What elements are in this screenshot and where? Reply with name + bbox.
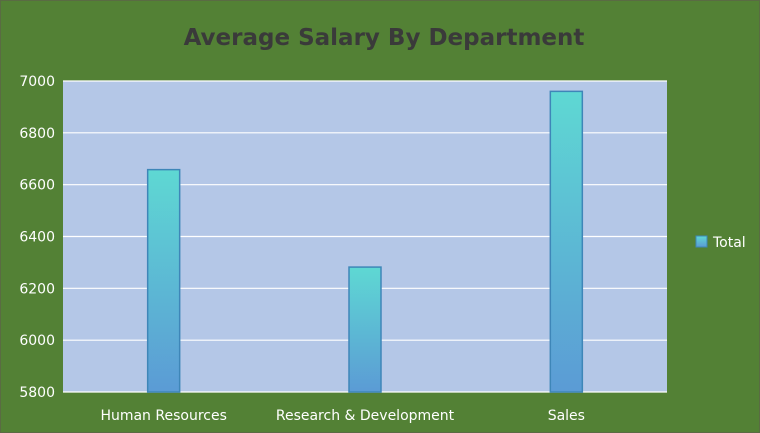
y-tick-label: 6200 (19, 281, 55, 297)
chart-title: Average Salary By Department (184, 25, 585, 51)
bars (146, 90, 584, 393)
y-tick-label: 5800 (19, 385, 55, 401)
x-category-label: Sales (548, 408, 585, 424)
legend-label: Total (712, 235, 746, 251)
y-tick-label: 6400 (19, 230, 55, 246)
y-tick-label: 6600 (19, 178, 55, 194)
bar[interactable] (146, 168, 181, 393)
x-category-label: Human Resources (100, 408, 226, 424)
y-tick-label: 6800 (19, 126, 55, 142)
x-axis-category-labels: Human Resources Research & Development Sal… (100, 408, 585, 424)
y-tick-label: 7000 (19, 74, 55, 90)
legend[interactable]: Total (695, 235, 746, 251)
y-tick-label: 6000 (19, 333, 55, 349)
x-category-label: Research & Development (276, 408, 455, 424)
y-axis-tick-labels: 5800 6000 6200 6400 6600 6800 7000 (19, 74, 55, 401)
bar[interactable] (549, 90, 584, 393)
legend-swatch (695, 235, 708, 248)
bar[interactable] (348, 266, 382, 393)
